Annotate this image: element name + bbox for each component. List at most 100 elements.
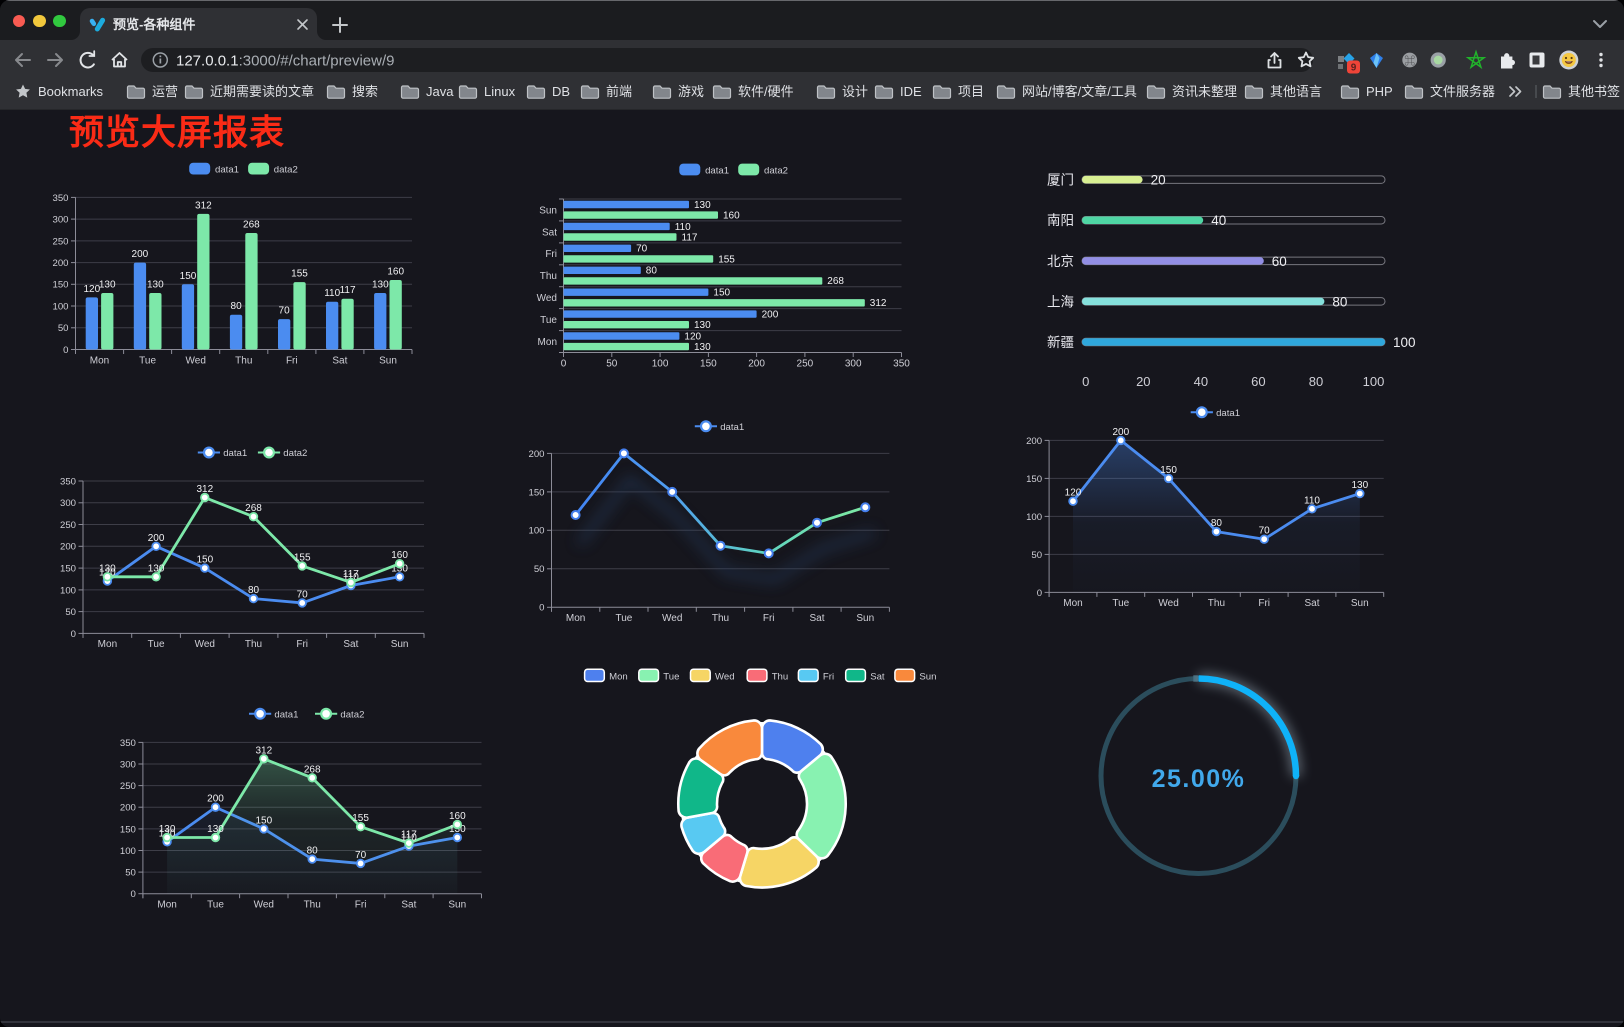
svg-text:130: 130	[372, 280, 389, 291]
svg-text:117: 117	[340, 285, 356, 296]
svg-text:300: 300	[120, 759, 136, 770]
svg-text:Sun: Sun	[379, 355, 397, 366]
svg-text:80: 80	[307, 846, 319, 857]
svg-text:Thu: Thu	[540, 271, 557, 282]
svg-text:资讯未整理: 资讯未整理	[1172, 84, 1237, 99]
svg-text:Fri: Fri	[1258, 598, 1270, 609]
svg-text:Fri: Fri	[823, 672, 834, 683]
svg-text:70: 70	[636, 244, 648, 255]
svg-text:文件服务器: 文件服务器	[1430, 84, 1495, 99]
svg-text:新疆: 新疆	[1047, 335, 1074, 350]
svg-text:Thu: Thu	[772, 672, 789, 683]
svg-text:350: 350	[52, 193, 68, 204]
svg-text:网站/博客/文章/工具: 网站/博客/文章/工具	[1022, 84, 1137, 99]
svg-text:Sun: Sun	[539, 205, 557, 216]
svg-text:120: 120	[684, 331, 701, 342]
svg-text:软件/硬件: 软件/硬件	[738, 84, 794, 99]
svg-text:Sat: Sat	[870, 672, 885, 683]
svg-text:312: 312	[870, 298, 887, 309]
svg-text:Mon: Mon	[1063, 598, 1082, 609]
svg-text:data2: data2	[274, 165, 298, 176]
svg-text:50: 50	[1031, 550, 1042, 561]
svg-text:Wed: Wed	[254, 900, 274, 911]
svg-text:Wed: Wed	[186, 355, 206, 366]
svg-text:40: 40	[1194, 374, 1208, 389]
svg-text:Tue: Tue	[540, 315, 557, 326]
svg-text:预览-各种组件: 预览-各种组件	[113, 17, 195, 32]
svg-text:50: 50	[65, 607, 76, 618]
svg-text:160: 160	[391, 550, 408, 561]
svg-text:data2: data2	[340, 709, 364, 720]
svg-text:60: 60	[1272, 254, 1287, 269]
svg-text:312: 312	[255, 745, 272, 756]
svg-text:312: 312	[195, 200, 212, 211]
svg-text:Sat: Sat	[343, 639, 358, 650]
svg-text:Sun: Sun	[919, 672, 936, 683]
svg-text:上海: 上海	[1047, 294, 1074, 309]
svg-text:Tue: Tue	[139, 355, 156, 366]
svg-text:120: 120	[83, 284, 100, 295]
svg-text:Wed: Wed	[195, 639, 215, 650]
svg-text:160: 160	[723, 211, 740, 222]
svg-text:150: 150	[1026, 474, 1042, 485]
svg-text:130: 130	[99, 563, 116, 574]
svg-text:Mon: Mon	[90, 355, 109, 366]
svg-text:150: 150	[120, 824, 136, 835]
svg-text:268: 268	[827, 276, 844, 287]
svg-text:200: 200	[120, 803, 136, 814]
svg-text:350: 350	[120, 738, 136, 749]
svg-text:Sun: Sun	[1351, 598, 1369, 609]
svg-text:117: 117	[682, 232, 698, 243]
svg-text:130: 130	[99, 280, 116, 291]
svg-text:100: 100	[1026, 512, 1042, 523]
svg-text:150: 150	[52, 280, 68, 291]
svg-text:155: 155	[352, 813, 369, 824]
svg-text:data1: data1	[720, 422, 744, 433]
svg-text:268: 268	[243, 220, 260, 231]
svg-text:Wed: Wed	[1158, 598, 1178, 609]
svg-text:117: 117	[401, 830, 417, 841]
svg-text:0: 0	[63, 345, 68, 356]
svg-text:70: 70	[1259, 526, 1271, 537]
svg-text:150: 150	[60, 564, 76, 575]
svg-text:前端: 前端	[606, 84, 632, 99]
svg-text:80: 80	[1332, 294, 1347, 309]
svg-text:200: 200	[148, 533, 165, 544]
svg-text:20: 20	[1136, 374, 1150, 389]
svg-text:80: 80	[1211, 518, 1223, 529]
svg-text:100: 100	[52, 301, 68, 312]
svg-text:70: 70	[279, 306, 291, 317]
svg-text:Sat: Sat	[401, 900, 416, 911]
svg-text:200: 200	[528, 449, 544, 460]
svg-text:Wed: Wed	[662, 613, 682, 624]
svg-text:data1: data1	[215, 165, 239, 176]
svg-text:160: 160	[449, 811, 466, 822]
svg-text:PHP: PHP	[1366, 84, 1393, 99]
svg-text:200: 200	[132, 249, 149, 260]
svg-text:data1: data1	[223, 448, 247, 459]
svg-text:100: 100	[652, 358, 669, 369]
svg-text:300: 300	[845, 358, 862, 369]
svg-text:130: 130	[694, 342, 711, 353]
svg-text:DB: DB	[552, 84, 570, 99]
svg-text:250: 250	[797, 358, 814, 369]
svg-text:130: 130	[391, 563, 408, 574]
svg-text:搜索: 搜索	[352, 84, 378, 99]
svg-text:100: 100	[60, 585, 76, 596]
svg-text:110: 110	[1304, 495, 1320, 506]
svg-text:其他语言: 其他语言	[1270, 84, 1322, 99]
svg-text:Wed: Wed	[715, 672, 735, 683]
svg-text:data2: data2	[764, 166, 788, 177]
svg-text:150: 150	[713, 288, 730, 299]
svg-text:250: 250	[120, 781, 136, 792]
svg-text:0: 0	[71, 629, 76, 640]
svg-text:Sat: Sat	[1304, 598, 1319, 609]
svg-text:Bookmarks: Bookmarks	[38, 84, 104, 99]
svg-text:Mon: Mon	[538, 337, 557, 348]
svg-text:50: 50	[58, 323, 69, 334]
svg-text:200: 200	[762, 310, 779, 321]
svg-text:50: 50	[606, 358, 618, 369]
svg-text:Fri: Fri	[763, 613, 775, 624]
svg-text:200: 200	[1026, 436, 1042, 447]
svg-text:150: 150	[528, 487, 544, 498]
